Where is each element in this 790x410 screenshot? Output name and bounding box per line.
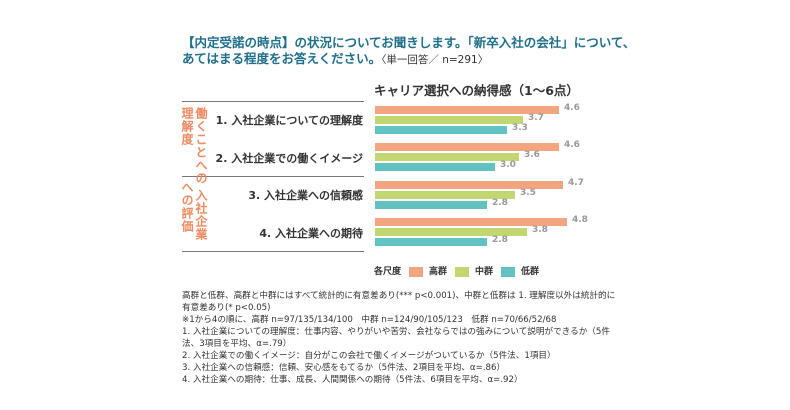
note: 高群と低群、高群と中群にはすべて統計的に有意差あり(*** p<0.001)、中… — [182, 291, 616, 313]
legend-label: 低群 — [521, 267, 540, 277]
group-label-2b: への評価 — [180, 181, 194, 233]
data-label: 3.5 — [520, 188, 536, 198]
chart-title: キャリア選択への納得感（1〜6点） — [374, 83, 579, 98]
bar — [375, 143, 559, 151]
bar — [375, 153, 519, 161]
data-label: 3.7 — [528, 113, 544, 123]
note: 3. 入社企業への信頼感：信頼、安心感をもてるか（5件法、2項目を平均、α=.8… — [182, 363, 506, 373]
legend-swatch — [455, 266, 470, 277]
data-label: 4.6 — [564, 140, 580, 150]
note: ※1から4の順に、高群 n=97/135/134/100 中群 n=124/90… — [182, 315, 557, 325]
legend-label: 中群 — [475, 267, 494, 277]
note: 2. 入社企業での働くイメージ：自分がこの会社で働くイメージがついているか（5件… — [182, 351, 556, 361]
group-label-1a: 働くことへの — [194, 107, 208, 185]
note: 1. 入社企業についての理解度：仕事内容、やりがいや苦労、会社ならではの強みにつ… — [182, 327, 610, 349]
group-label-2a: 入社企業 — [194, 189, 208, 241]
question-sub: 〈単一回答／ n=291〉 — [381, 54, 489, 66]
bar — [375, 201, 487, 209]
data-label: 4.8 — [572, 215, 588, 225]
bar — [375, 228, 527, 236]
legend-label: 高群 — [429, 267, 448, 277]
legend-item-low: 低群 — [501, 264, 539, 277]
data-label: 3.6 — [524, 150, 540, 160]
bar — [375, 191, 515, 199]
legend-item-high: 高群 — [409, 264, 447, 277]
category-label: 2. 入社企業での働くイメージ — [215, 152, 363, 165]
question-line-1: 【内定受諾の時点】の状況についてお聞きします。「新卒入社の会社」について、 — [182, 35, 636, 50]
bar — [375, 181, 563, 189]
bar — [375, 116, 523, 124]
data-label: 3.0 — [500, 160, 516, 170]
divider-bottom — [182, 251, 364, 252]
category-label: 1. 入社企業についての理解度 — [215, 114, 363, 127]
divider-top — [182, 101, 364, 102]
legend-item-mid: 中群 — [455, 264, 493, 277]
legend-swatch — [409, 266, 424, 277]
footnotes: 高群と低群、高群と中群にはすべて統計的に有意差あり(*** p<0.001)、中… — [182, 290, 622, 386]
bar — [375, 238, 487, 246]
legend-title: 各尺度 — [374, 267, 402, 277]
note: 4. 入社企業への期待：仕事、成長、人間関係への期待（5件法、6項目を平均、α=… — [182, 375, 523, 385]
bar — [375, 218, 567, 226]
bar — [375, 106, 559, 114]
data-label: 2.8 — [492, 235, 508, 245]
legend-swatch — [501, 266, 516, 277]
data-label: 3.8 — [532, 225, 548, 235]
divider-middle — [182, 176, 364, 177]
group-label-1b: 理解度 — [180, 107, 194, 146]
bar — [375, 163, 495, 171]
bar — [375, 126, 507, 134]
category-label: 3. 入社企業への信頼感 — [248, 189, 363, 202]
data-label: 4.7 — [568, 178, 584, 188]
data-label: 2.8 — [492, 198, 508, 208]
data-label: 4.6 — [564, 103, 580, 113]
category-label: 4. 入社企業への期待 — [259, 227, 363, 240]
question-line-2: あてはまる程度をお答えください。〈単一回答／ n=291〉 — [182, 50, 488, 69]
question-text: あてはまる程度をお答えください。 — [182, 51, 382, 66]
legend: 各尺度 高群 中群 低群 — [374, 264, 539, 277]
data-label: 3.3 — [512, 123, 528, 133]
